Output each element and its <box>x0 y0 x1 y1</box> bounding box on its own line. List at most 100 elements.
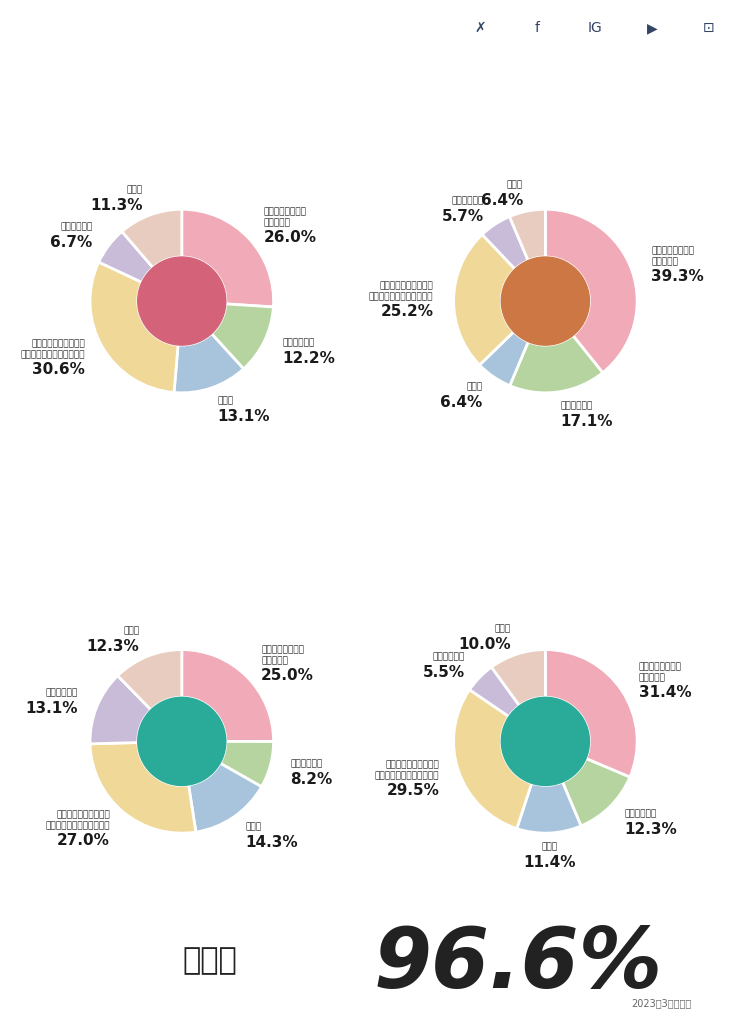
Wedge shape <box>118 649 182 710</box>
Text: 12.2%: 12.2% <box>283 351 335 367</box>
Text: 建設・不動産・運輸・: 建設・不動産・運輸・ <box>386 760 439 769</box>
Text: 法学部: 法学部 <box>164 548 200 566</box>
Text: 25.2%: 25.2% <box>381 304 433 319</box>
Text: ▶: ▶ <box>646 22 657 35</box>
Text: 就職状況: 就職状況 <box>167 744 197 757</box>
Text: 卸売・小売業: 卸売・小売業 <box>561 401 593 410</box>
Text: 就職率: 就職率 <box>183 946 237 975</box>
Circle shape <box>502 697 589 785</box>
Text: サービス業: サービス業 <box>261 656 288 665</box>
Text: 製造業: 製造業 <box>123 627 139 636</box>
Text: 情報・通信・エネルギー業: 情報・通信・エネルギー業 <box>375 771 439 780</box>
Wedge shape <box>99 231 153 283</box>
Text: 5.7%: 5.7% <box>441 209 484 224</box>
Wedge shape <box>510 336 603 393</box>
Text: 14.3%: 14.3% <box>246 836 298 850</box>
Text: 就職状況: 就職状況 <box>167 304 197 316</box>
Circle shape <box>138 697 226 785</box>
Text: 10.0%: 10.0% <box>458 637 510 651</box>
Text: 29.5%: 29.5% <box>387 782 439 798</box>
Text: 建設・不動産・運輸・: 建設・不動産・運輸・ <box>31 340 85 349</box>
Text: 業種別: 業種別 <box>534 287 556 299</box>
Text: 情報・通信・エネルギー業: 情報・通信・エネルギー業 <box>20 350 85 359</box>
Wedge shape <box>453 234 515 365</box>
Wedge shape <box>90 262 178 392</box>
Text: マスコミ・教育・: マスコミ・教育・ <box>263 207 306 216</box>
Wedge shape <box>90 676 151 743</box>
Text: IG: IG <box>588 22 602 35</box>
Text: 業種別: 業種別 <box>534 727 556 739</box>
Wedge shape <box>479 332 528 386</box>
Wedge shape <box>545 649 637 777</box>
Text: 社会イノベーション学部: 社会イノベーション学部 <box>481 548 610 566</box>
Text: 26.0%: 26.0% <box>263 229 317 245</box>
Text: 卸売・小売業: 卸売・小売業 <box>283 339 315 347</box>
Text: 13.1%: 13.1% <box>217 409 270 424</box>
Text: 文芸学部: 文芸学部 <box>522 108 569 126</box>
Wedge shape <box>182 209 274 307</box>
Wedge shape <box>516 782 581 834</box>
Text: 情報・通信・エネルギー業: 情報・通信・エネルギー業 <box>45 821 110 830</box>
Text: マスコミ・教育・: マスコミ・教育・ <box>651 247 694 256</box>
Text: 17.1%: 17.1% <box>561 414 614 429</box>
Wedge shape <box>211 304 273 369</box>
Wedge shape <box>545 209 637 373</box>
Text: 公務・その他: 公務・その他 <box>452 197 484 206</box>
Text: 公務・その他: 公務・その他 <box>60 222 93 231</box>
Text: 製造業: 製造業 <box>495 624 510 633</box>
Wedge shape <box>174 334 243 393</box>
Text: 11.3%: 11.3% <box>91 198 143 213</box>
Text: 31.4%: 31.4% <box>639 685 692 699</box>
Text: 6.4%: 6.4% <box>481 193 523 208</box>
Wedge shape <box>562 759 630 826</box>
Text: 6.4%: 6.4% <box>440 395 482 411</box>
Wedge shape <box>510 209 545 260</box>
Text: 就職状況: 就職状況 <box>531 304 560 316</box>
Text: 金融業: 金融業 <box>246 822 261 831</box>
Text: 2023年3月卒業生: 2023年3月卒業生 <box>631 998 692 1009</box>
Text: 6.7%: 6.7% <box>50 236 93 250</box>
Text: 公務・その他: 公務・その他 <box>433 652 465 662</box>
Text: 卸売・小売業: 卸売・小売業 <box>290 759 322 768</box>
Text: サービス業: サービス業 <box>263 218 290 227</box>
Text: f: f <box>535 22 540 35</box>
Text: 公務・その他: 公務・その他 <box>46 688 78 697</box>
Text: 12.3%: 12.3% <box>625 822 677 838</box>
Text: 業種別: 業種別 <box>171 727 193 739</box>
Text: 12.3%: 12.3% <box>87 639 139 654</box>
Text: 5.5%: 5.5% <box>423 665 465 680</box>
Text: 製造業: 製造業 <box>507 180 523 189</box>
Text: 金融業: 金融業 <box>217 396 234 406</box>
Text: 39.3%: 39.3% <box>651 269 703 285</box>
Text: 情報・通信・エネルギー業: 情報・通信・エネルギー業 <box>369 293 433 301</box>
Text: 13.1%: 13.1% <box>25 701 78 716</box>
Wedge shape <box>182 649 274 741</box>
Text: 製造業: 製造業 <box>127 185 143 195</box>
Wedge shape <box>188 763 262 833</box>
Circle shape <box>502 257 589 345</box>
Wedge shape <box>90 742 196 834</box>
Wedge shape <box>220 741 274 786</box>
Text: 96.6%: 96.6% <box>373 924 663 1006</box>
Text: マスコミ・教育・: マスコミ・教育・ <box>639 663 682 671</box>
Text: 25.0%: 25.0% <box>261 668 314 683</box>
Text: 金融業: 金融業 <box>542 843 558 851</box>
Text: 30.6%: 30.6% <box>32 362 85 378</box>
Wedge shape <box>482 217 528 269</box>
Text: 27.0%: 27.0% <box>57 833 110 848</box>
Wedge shape <box>470 667 519 717</box>
Text: マスコミ・教育・: マスコミ・教育・ <box>261 645 304 654</box>
Wedge shape <box>122 209 182 267</box>
Text: 経済学部: 経済学部 <box>158 108 206 126</box>
Text: サービス業: サービス業 <box>639 673 666 682</box>
Text: 就職状況: 就職状況 <box>531 744 560 757</box>
Text: 11.4%: 11.4% <box>524 855 577 870</box>
Text: 建設・不動産・運輸・: 建設・不動産・運輸・ <box>380 282 433 291</box>
Text: 金融業: 金融業 <box>466 383 482 391</box>
Text: サービス業: サービス業 <box>651 258 678 266</box>
Text: 8.2%: 8.2% <box>290 772 332 786</box>
Text: 業種別: 業種別 <box>171 287 193 299</box>
Circle shape <box>138 257 226 345</box>
Text: 卸売・小売業: 卸売・小売業 <box>625 810 657 818</box>
Text: ✗: ✗ <box>475 22 486 35</box>
